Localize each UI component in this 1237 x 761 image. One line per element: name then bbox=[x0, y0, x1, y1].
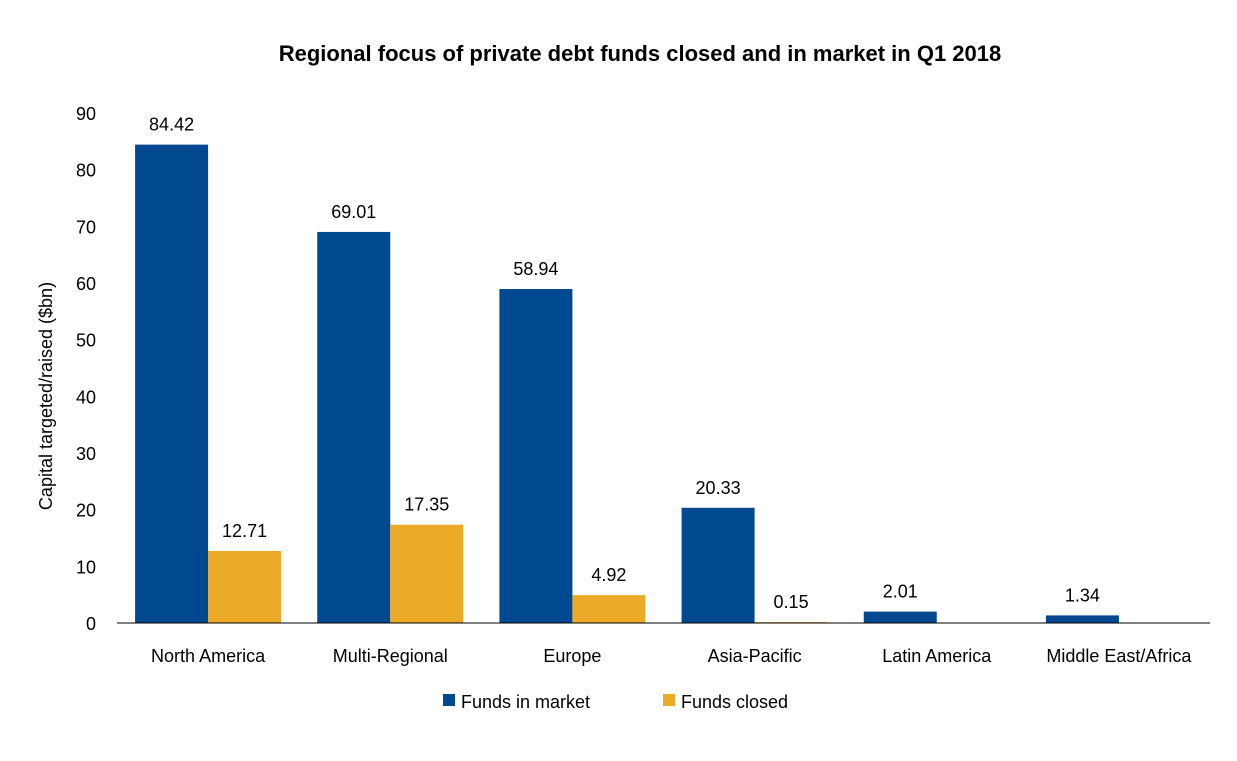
x-tick-label: Middle East/Africa bbox=[1046, 646, 1192, 666]
bar-value-label: 4.92 bbox=[591, 565, 626, 585]
y-tick-label: 70 bbox=[76, 217, 96, 237]
bar-funds-closed bbox=[572, 595, 645, 623]
bar-funds-closed bbox=[208, 551, 281, 623]
x-tick-labels: North America Multi-Regional Europe Asia-Pa… bbox=[151, 646, 1192, 666]
bar-value-label: 12.71 bbox=[222, 521, 267, 541]
y-tick-label: 60 bbox=[76, 274, 96, 294]
x-tick-label: Multi-Regional bbox=[333, 646, 448, 666]
bar-value-label: 0.15 bbox=[774, 592, 809, 612]
y-tick-label: 90 bbox=[76, 104, 96, 124]
chart-title: Regional focus of private debt funds clo… bbox=[279, 41, 1002, 66]
legend-swatch bbox=[663, 694, 675, 706]
bar-value-label: 84.42 bbox=[149, 115, 194, 135]
y-tick-labels: 0 10 20 30 40 50 60 70 80 90 bbox=[76, 104, 96, 634]
bar-funds-in-market bbox=[864, 612, 937, 623]
chart-container: Regional focus of private debt funds clo… bbox=[0, 0, 1237, 756]
bar-value-labels: 84.42 12.71 69.01 17.35 58.94 4.92 20.33 0.15 2.… bbox=[149, 115, 1100, 613]
bar-funds-closed bbox=[390, 525, 463, 623]
bar-funds-in-market bbox=[1046, 615, 1119, 623]
bar-chart: Regional focus of private debt funds clo… bbox=[0, 0, 1237, 756]
y-tick-label: 80 bbox=[76, 161, 96, 181]
x-tick-label: Asia-Pacific bbox=[708, 646, 802, 666]
bar-funds-in-market bbox=[682, 508, 755, 623]
legend-swatch bbox=[443, 694, 455, 706]
bars bbox=[135, 145, 1119, 623]
y-tick-label: 50 bbox=[76, 331, 96, 351]
bar-funds-in-market bbox=[317, 232, 390, 623]
x-tick-label: Latin America bbox=[882, 646, 992, 666]
legend: Funds in market Funds closed bbox=[443, 692, 788, 712]
y-axis-label: Capital targeted/raised ($bn) bbox=[36, 282, 56, 510]
bar-value-label: 1.34 bbox=[1065, 585, 1100, 605]
x-tick-label: Europe bbox=[543, 646, 601, 666]
bar-funds-in-market bbox=[135, 145, 208, 623]
bar-value-label: 58.94 bbox=[513, 259, 558, 279]
bar-value-label: 20.33 bbox=[696, 478, 741, 498]
y-tick-label: 20 bbox=[76, 501, 96, 521]
bar-value-label: 17.35 bbox=[404, 495, 449, 515]
bar-value-label: 2.01 bbox=[883, 582, 918, 602]
bar-value-label: 69.01 bbox=[331, 202, 376, 222]
y-tick-label: 30 bbox=[76, 444, 96, 464]
x-tick-label: North America bbox=[151, 646, 266, 666]
legend-label: Funds in market bbox=[461, 692, 590, 712]
y-tick-label: 40 bbox=[76, 387, 96, 407]
y-tick-label: 10 bbox=[76, 557, 96, 577]
legend-label: Funds closed bbox=[681, 692, 788, 712]
bar-funds-in-market bbox=[499, 289, 572, 623]
y-tick-label: 0 bbox=[86, 614, 96, 634]
